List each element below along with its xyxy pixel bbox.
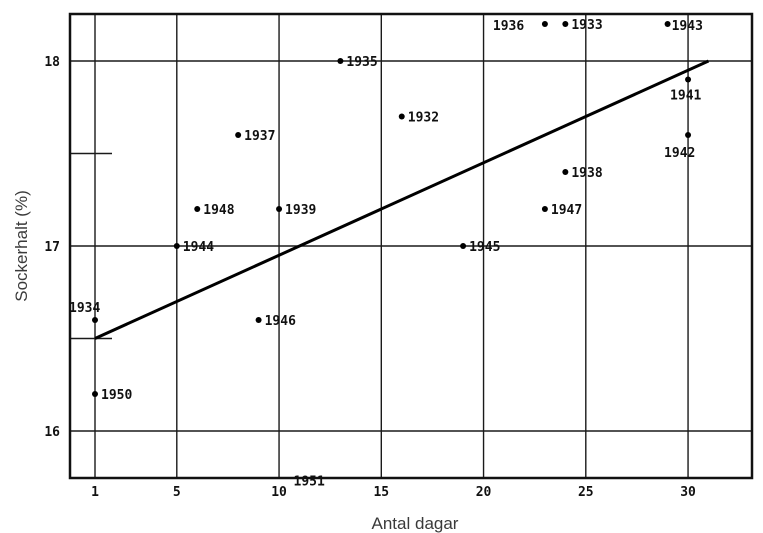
point-label-1941: 1941: [670, 89, 701, 104]
point-label-1944: 1944: [183, 240, 214, 255]
point-label-1934: 1934: [69, 301, 100, 316]
x-tick-label-10: 10: [271, 485, 287, 500]
y-tick-label-18: 18: [44, 55, 60, 70]
x-axis-label: Antal dagar: [372, 514, 459, 533]
point-label-1938: 1938: [571, 166, 602, 181]
trend-line-group: [94, 59, 710, 340]
x-tick-label-1: 1: [91, 485, 99, 500]
point-label-1947: 1947: [551, 203, 582, 218]
y-tick-label-16: 16: [44, 425, 60, 440]
point-label-1946: 1946: [265, 314, 296, 329]
x-tick-label-5: 5: [173, 485, 181, 500]
point-label-1943: 1943: [672, 19, 703, 34]
point-label-1937: 1937: [244, 129, 275, 144]
point-1933: [562, 21, 569, 27]
point-1942: [685, 132, 692, 138]
point-1947: [541, 206, 548, 212]
point-label-1945: 1945: [469, 240, 500, 255]
point-1950: [92, 391, 98, 397]
point-label-1939: 1939: [285, 203, 316, 218]
plot-border: [68, 12, 754, 480]
point-label-1948: 1948: [203, 203, 234, 218]
point-1943: [664, 21, 671, 27]
point-label-1935: 1935: [346, 55, 377, 70]
point-1944: [173, 243, 180, 249]
x-tick-label-30: 30: [680, 485, 696, 500]
y-axis-label: Sockerhalt (%): [12, 190, 31, 301]
plot-frame: [68, 12, 754, 480]
point-label-1932: 1932: [408, 111, 439, 126]
point-label-1933: 1933: [571, 18, 602, 33]
point-1941: [685, 76, 692, 83]
point-label-1936: 1936: [493, 19, 524, 34]
point-label-1951: 1951: [294, 474, 325, 489]
point-label-1942: 1942: [664, 146, 695, 161]
point-label-1950: 1950: [101, 388, 132, 403]
x-tick-label-25: 25: [578, 485, 594, 500]
point-1948: [194, 206, 201, 212]
trend-line: [94, 59, 710, 340]
point-1939: [276, 206, 283, 212]
grid: [70, 14, 752, 478]
point-1938: [562, 169, 569, 175]
y-tick-label-17: 17: [44, 240, 60, 255]
point-1937: [235, 132, 242, 138]
point-1934: [92, 317, 98, 323]
point-1936: [541, 21, 548, 27]
point-1935: [337, 58, 344, 64]
data-points: 1936 1933 1943 1935 1941 1932 1937 1942 1938 1948…: [69, 18, 703, 489]
x-tick-label-15: 15: [373, 485, 389, 500]
point-1932: [398, 113, 405, 120]
point-1946: [255, 317, 262, 323]
x-tick-label-20: 20: [476, 485, 492, 500]
point-1945: [460, 243, 467, 249]
